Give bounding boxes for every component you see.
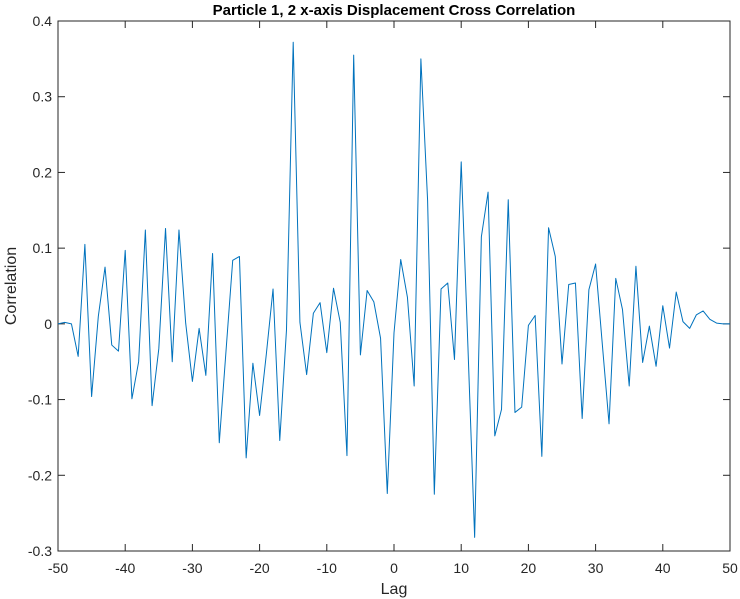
y-tick-label: -0.3 [28, 543, 52, 559]
x-tick-label: 0 [390, 560, 398, 576]
x-tick-label: -40 [115, 560, 135, 576]
y-tick-label: -0.2 [28, 467, 52, 483]
x-tick-label: -30 [182, 560, 202, 576]
x-tick-label: -20 [249, 560, 269, 576]
y-tick-label: 0.4 [33, 13, 53, 29]
chart-title: Particle 1, 2 x-axis Displacement Cross … [213, 2, 576, 19]
x-tick-label: 30 [588, 560, 604, 576]
y-tick-label: 0.2 [33, 164, 53, 180]
x-tick-label: -50 [48, 560, 68, 576]
x-tick-label: -10 [317, 560, 337, 576]
correlation-series-line [57, 41, 730, 538]
x-tick-label: 10 [453, 560, 469, 576]
y-tick-label: -0.1 [28, 392, 52, 408]
x-tick-label: 20 [521, 560, 537, 576]
x-tick-label: 40 [655, 560, 671, 576]
y-axis-label: Correlation [3, 247, 20, 325]
x-axis: -50 -40 -30 -20 -10 0 10 20 30 40 50 [48, 21, 738, 576]
x-axis-label: Lag [381, 581, 408, 598]
x-tick-label: 50 [722, 560, 738, 576]
axes-box [57, 20, 731, 552]
y-axis: -0.3 -0.2 -0.1 0 0.1 0.2 0.3 0.4 [28, 13, 730, 559]
y-tick-label: 0.3 [33, 89, 53, 105]
plot-area [57, 20, 731, 552]
y-tick-label: 0 [44, 316, 52, 332]
y-tick-label: 0.1 [33, 240, 53, 256]
